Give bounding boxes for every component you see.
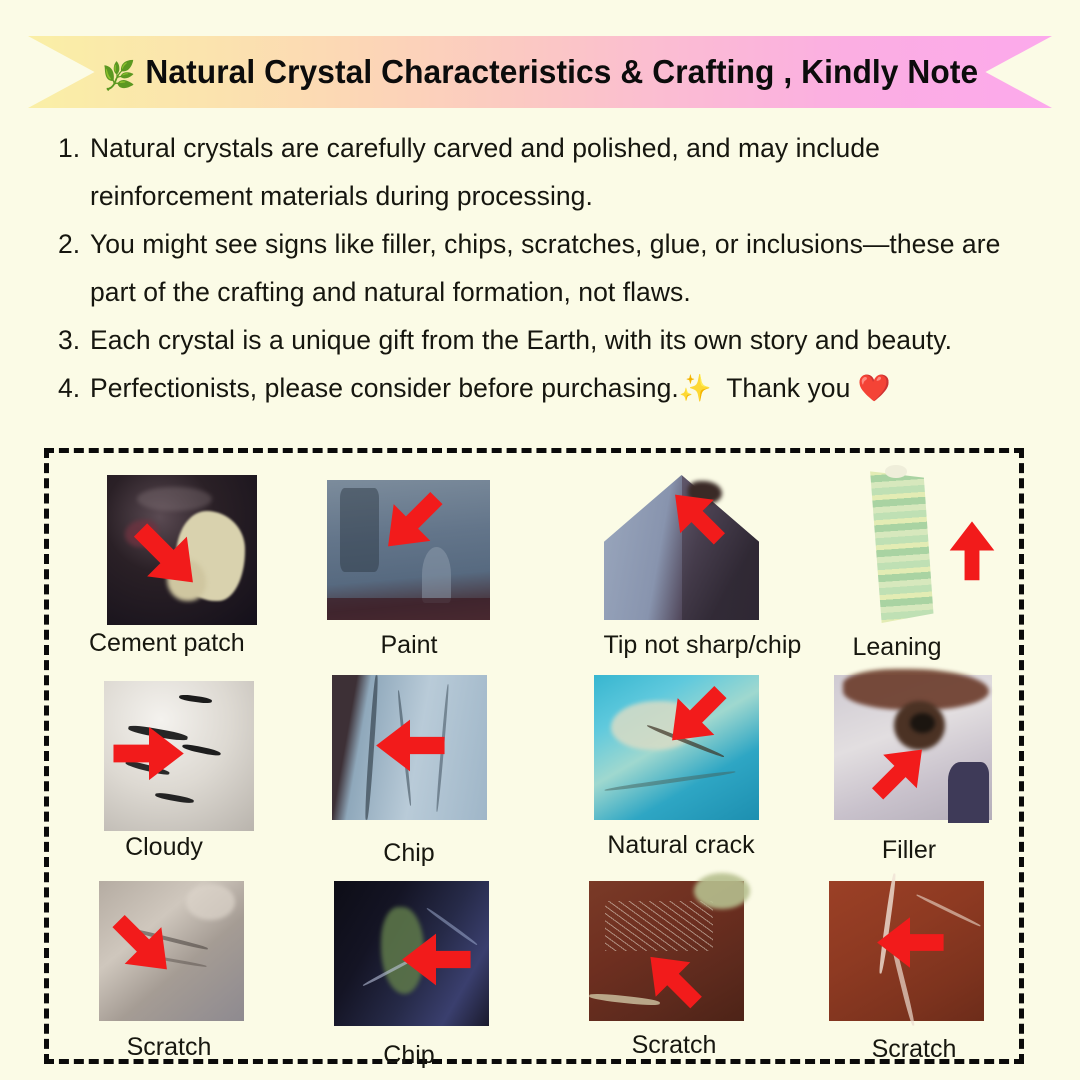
defect-example-image — [327, 480, 490, 620]
defect-example-cell — [107, 475, 257, 625]
notes-list: 1. Natural crystals are carefully carved… — [58, 124, 1026, 412]
note-item-3: 3. Each crystal is a unique gift from th… — [58, 316, 1026, 364]
pointer-arrow-icon — [875, 908, 945, 983]
defect-example-caption: Scratch — [871, 1035, 957, 1063]
note-line-2b: part of the crafting and natural formati… — [90, 277, 691, 307]
note-text-4: Perfectionists, please consider before p… — [90, 364, 1026, 412]
defect-example-cell — [834, 669, 992, 823]
defect-example-caption: Paint — [380, 631, 438, 659]
defect-example-caption: Leaning — [852, 633, 942, 661]
note-line-2a: You might see signs like filler, chips, … — [90, 229, 1001, 259]
pointer-arrow-icon — [660, 680, 732, 757]
defect-example-caption: Filler — [881, 836, 937, 864]
note-line-4a: Perfectionists, please consider before p… — [90, 364, 1026, 412]
defect-example-cell — [604, 475, 759, 620]
defect-example-caption: Scratch — [126, 1033, 212, 1061]
defect-example-cell — [829, 872, 984, 1026]
defect-example-caption: Cloudy — [125, 833, 203, 861]
pointer-arrow-icon — [107, 910, 179, 987]
defect-example-image — [849, 465, 995, 623]
note-text-3: Each crystal is a unique gift from the E… — [90, 316, 1026, 364]
defect-example-image — [332, 675, 487, 820]
pointer-arrow-icon — [639, 945, 707, 1018]
defect-example-caption: Tip not sharp/chip — [603, 631, 802, 659]
header-banner: 🌿 Natural Crystal Characteristics & Craft… — [28, 36, 1052, 108]
pointer-arrow-icon — [867, 738, 933, 809]
defect-example-image — [604, 475, 759, 620]
pointer-arrow-icon — [128, 518, 206, 601]
defect-example-image — [99, 881, 244, 1021]
note-line-3a: Each crystal is a unique gift from the E… — [90, 325, 953, 355]
defect-example-cell — [327, 480, 490, 620]
note-number-1: 1. — [58, 133, 81, 163]
defect-example-caption: Chip — [383, 1041, 435, 1069]
note-text-1: Natural crystals are carefully carved an… — [90, 124, 1026, 220]
note-line-4-main: Perfectionists, please consider before p… — [90, 373, 679, 403]
note-number-2: 2. — [58, 229, 81, 259]
defect-examples-panel: Cement patch Paint Tip not sharp/chip Le… — [44, 448, 1024, 1069]
defect-example-cell — [99, 881, 244, 1021]
banner-title-text: Natural Crystal Characteristics & Crafti… — [145, 53, 978, 90]
pointer-arrow-icon — [374, 709, 446, 786]
defect-example-image — [594, 675, 759, 820]
note-line-1a: Natural crystals are carefully carved an… — [90, 133, 880, 163]
note-text-2: You might see signs like filler, chips, … — [90, 220, 1026, 316]
sparkle-icon: ✨ — [678, 373, 712, 403]
pointer-arrow-icon — [400, 924, 472, 1001]
defect-example-caption: Chip — [383, 839, 435, 867]
herb-icon: 🌿 — [102, 60, 136, 91]
note-line-1b: reinforcement materials during processin… — [90, 181, 593, 211]
defect-example-cell — [588, 872, 751, 1021]
defect-example-image — [334, 881, 489, 1026]
page-title: 🌿 Natural Crystal Characteristics & Craft… — [102, 53, 978, 91]
pointer-arrow-icon — [112, 717, 186, 796]
note-number-3: 3. — [58, 325, 81, 355]
pointer-arrow-icon — [941, 520, 1003, 587]
defect-example-image — [107, 475, 257, 625]
defect-example-caption: Natural crack — [607, 831, 755, 859]
defect-example-caption: Scratch — [631, 1031, 717, 1059]
defect-example-caption: Cement patch — [89, 629, 245, 657]
heart-icon: ❤️ — [857, 373, 891, 403]
defect-example-image — [104, 681, 254, 831]
defect-example-image — [834, 669, 992, 823]
defect-example-image — [829, 872, 984, 1026]
note-number-4: 4. — [58, 373, 81, 403]
defect-examples-grid: Cement patch Paint Tip not sharp/chip Le… — [49, 453, 1019, 1069]
note-item-4: 4. Perfectionists, please consider befor… — [58, 364, 1026, 412]
defect-example-cell — [334, 881, 489, 1026]
defect-example-cell — [594, 675, 759, 820]
defect-example-cell — [332, 675, 487, 820]
note-item-1: 1. Natural crystals are carefully carved… — [58, 124, 1026, 220]
pointer-arrow-icon — [664, 483, 730, 554]
note-item-2: 2. You might see signs like filler, chip… — [58, 220, 1026, 316]
defect-example-cell — [104, 681, 254, 831]
note-line-4-thanks: Thank you — [726, 373, 851, 403]
defect-example-image — [588, 872, 751, 1021]
banner-ribbon: 🌿 Natural Crystal Characteristics & Craft… — [28, 36, 1052, 108]
pointer-arrow-icon — [376, 486, 448, 563]
defect-example-cell — [849, 465, 995, 623]
